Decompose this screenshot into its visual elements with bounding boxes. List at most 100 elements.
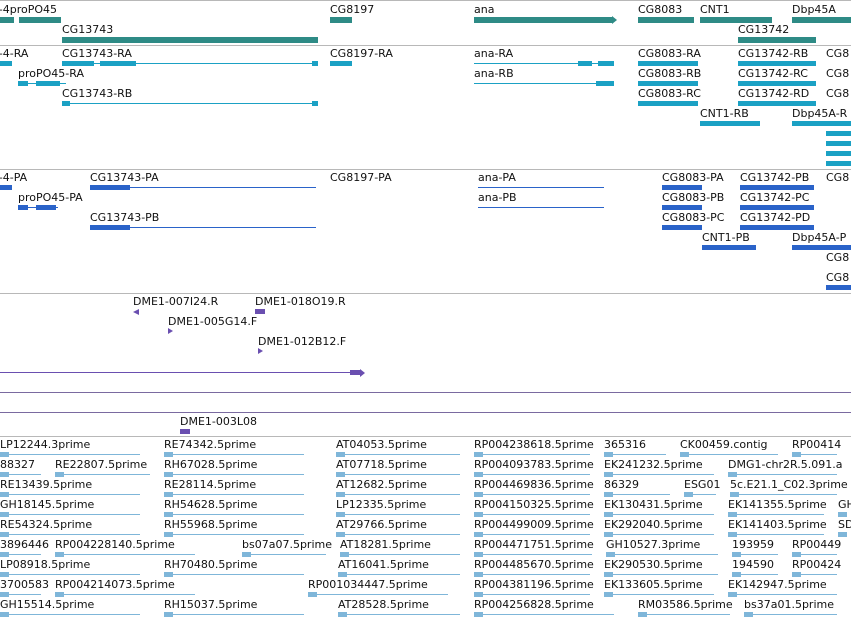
est-block[interactable]	[0, 532, 9, 537]
cds-block[interactable]	[740, 185, 814, 190]
protein-label[interactable]: CG8083-PB	[662, 191, 725, 204]
est-alignment[interactable]	[792, 454, 837, 455]
est-alignment[interactable]	[164, 514, 304, 515]
est-alignment[interactable]	[730, 494, 837, 495]
cds-block[interactable]	[702, 245, 756, 250]
cds-block[interactable]	[662, 225, 702, 230]
est-label[interactable]: EK292040.5prime	[604, 518, 703, 531]
est-alignment[interactable]	[164, 614, 304, 615]
transcript-label[interactable]: CNT1-RB	[700, 107, 749, 120]
transcript-label[interactable]: CG8083-RA	[638, 47, 701, 60]
est-alignment[interactable]	[684, 494, 716, 495]
est-alignment[interactable]	[474, 474, 590, 475]
est-alignment[interactable]	[474, 554, 592, 555]
est-alignment[interactable]	[474, 514, 590, 515]
clone-label[interactable]: DME1-005G14.F	[168, 315, 258, 328]
est-label[interactable]: RH70480.5prime	[164, 558, 258, 571]
est-block[interactable]	[55, 592, 64, 597]
est-label[interactable]: RH54628.5prime	[164, 498, 258, 511]
est-alignment[interactable]	[164, 454, 304, 455]
est-label[interactable]: 3896446	[0, 538, 49, 551]
est-alignment[interactable]	[604, 534, 714, 535]
cds-block[interactable]	[18, 205, 28, 210]
est-block[interactable]	[474, 512, 483, 517]
gene-label[interactable]: CG8197	[330, 3, 375, 16]
protein-label[interactable]: CG8083-PA	[662, 171, 724, 184]
exon[interactable]	[700, 121, 760, 126]
est-block[interactable]	[638, 612, 647, 617]
est-label[interactable]: EK141403.5prime	[728, 518, 827, 531]
est-block[interactable]	[0, 452, 9, 457]
est-block[interactable]	[730, 492, 739, 497]
est-label[interactable]: EK141355.5prime	[728, 498, 827, 511]
cds-block[interactable]	[662, 185, 702, 190]
protein-label[interactable]: CG13743-PA	[90, 171, 159, 184]
exon[interactable]	[0, 61, 12, 66]
est-block[interactable]	[164, 612, 173, 617]
est-block[interactable]	[604, 452, 613, 457]
est-block[interactable]	[164, 492, 173, 497]
protein-label[interactable]: proPO45-PA	[18, 191, 83, 204]
est-block[interactable]	[164, 572, 173, 577]
clone-end-marker[interactable]	[180, 429, 190, 434]
est-alignment[interactable]	[336, 474, 460, 475]
est-block[interactable]	[0, 552, 9, 557]
exon[interactable]	[578, 61, 592, 66]
est-block[interactable]	[308, 592, 317, 597]
est-alignment[interactable]	[604, 474, 714, 475]
est-block[interactable]	[0, 572, 9, 577]
gene-label[interactable]: CG13743	[62, 23, 114, 36]
est-block[interactable]	[744, 612, 753, 617]
protein-label[interactable]: CNT1-PB	[702, 231, 750, 244]
transcript-label[interactable]: CG13743-RB	[62, 87, 133, 100]
exon[interactable]	[18, 81, 28, 86]
cds-block[interactable]	[740, 225, 814, 230]
est-label[interactable]: bs37a01.5prime	[744, 598, 834, 611]
est-label[interactable]: 194590	[732, 558, 774, 571]
exon[interactable]	[826, 141, 851, 146]
est-alignment[interactable]	[164, 534, 304, 535]
est-label[interactable]: RP004256828.5prime	[474, 598, 594, 611]
est-label[interactable]: EK142947.5prime	[728, 578, 827, 591]
transcript-label[interactable]: CG13743-RA	[62, 47, 132, 60]
est-block[interactable]	[336, 452, 345, 457]
transcript-label[interactable]: CG13742-RD	[738, 87, 810, 100]
est-block[interactable]	[792, 452, 801, 457]
est-label[interactable]: RH55968.5prime	[164, 518, 258, 531]
est-alignment[interactable]	[604, 574, 718, 575]
est-alignment[interactable]	[336, 494, 460, 495]
transcript-label[interactable]: e-4-RA	[0, 47, 29, 60]
est-alignment[interactable]	[0, 614, 140, 615]
clone-end-marker[interactable]	[350, 370, 360, 375]
exon[interactable]	[330, 61, 352, 66]
gene-block[interactable]	[0, 17, 14, 23]
est-block[interactable]	[680, 452, 689, 457]
clone-label[interactable]: DME1-012B12.F	[258, 335, 347, 348]
protein-label[interactable]: ana-PA	[478, 171, 516, 184]
est-block[interactable]	[0, 612, 9, 617]
cds-block[interactable]	[662, 205, 702, 210]
protein-label[interactable]: Dbp45A-P	[792, 231, 847, 244]
est-label[interactable]: RP001034447.5prime	[308, 578, 428, 591]
est-block[interactable]	[338, 612, 347, 617]
est-block[interactable]	[728, 532, 737, 537]
est-alignment[interactable]	[0, 514, 140, 515]
est-alignment[interactable]	[606, 554, 718, 555]
protein-label[interactable]: ana-PB	[478, 191, 517, 204]
est-label[interactable]: 5c.E21.1_C02.3prime	[730, 478, 848, 491]
est-label[interactable]: RE28114.5prime	[164, 478, 257, 491]
est-alignment[interactable]	[340, 554, 460, 555]
protein-label[interactable]: CG13743-PB	[90, 211, 160, 224]
transcript-label[interactable]: proPO45-RA	[18, 67, 84, 80]
est-label[interactable]: RP004469836.5prime	[474, 478, 594, 491]
est-label[interactable]: RP004471751.5prime	[474, 538, 594, 551]
est-label[interactable]: AT16041.5prime	[338, 558, 429, 571]
cds-block[interactable]	[792, 245, 851, 250]
est-block[interactable]	[732, 572, 741, 577]
est-alignment[interactable]	[338, 574, 460, 575]
est-alignment[interactable]	[0, 534, 140, 535]
est-label[interactable]: 86329	[604, 478, 639, 491]
est-alignment[interactable]	[604, 494, 670, 495]
est-label[interactable]: RP00424	[792, 558, 842, 571]
est-block[interactable]	[474, 452, 483, 457]
